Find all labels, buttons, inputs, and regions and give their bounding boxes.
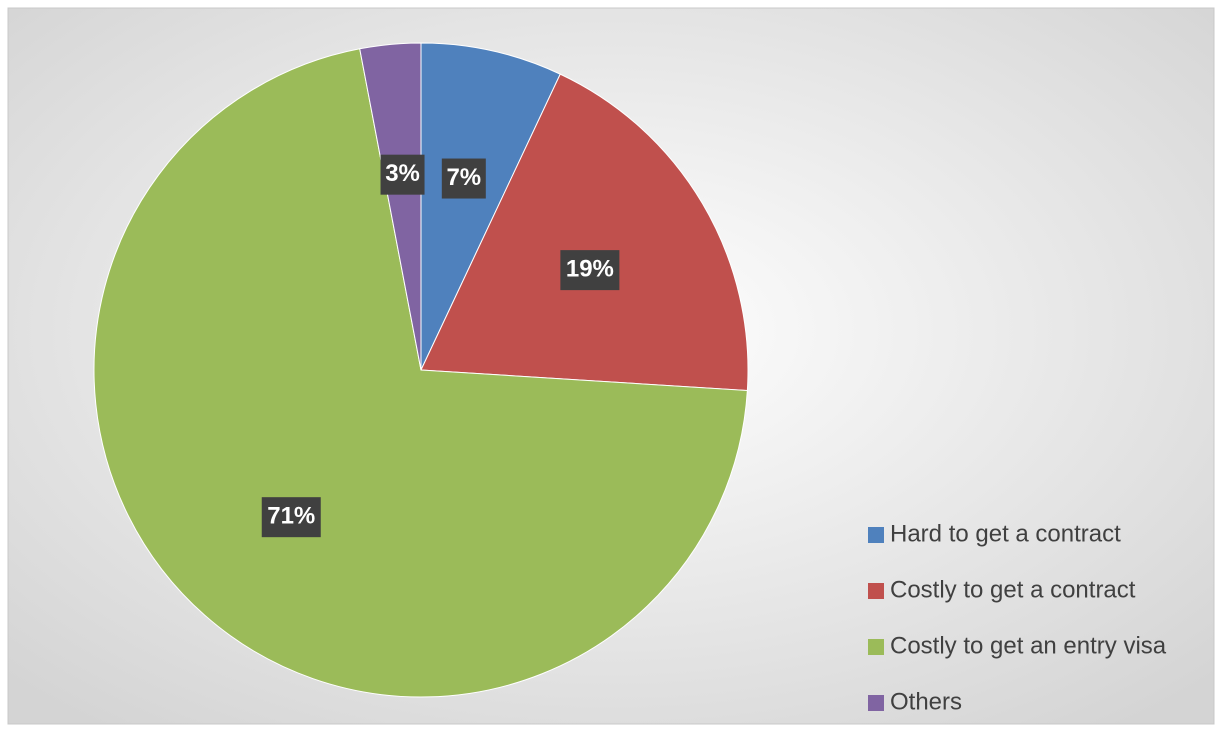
legend-swatch [868,527,884,543]
pie-slice [420,42,561,371]
legend-label: Costly to get a contract [890,576,1136,603]
pie-slice [359,42,422,371]
data-label: 19% [566,255,614,282]
data-label: 7% [446,164,481,191]
legend-swatch [868,639,884,655]
legend-swatch [868,583,884,599]
data-label-box [441,158,486,199]
legend-label: Costly to get an entry visa [890,632,1167,659]
data-label: 3% [385,160,420,187]
data-label-box [560,250,620,291]
legend-label: Hard to get a contract [890,520,1121,547]
legend-label: Others [890,688,962,715]
data-label-box [380,154,425,195]
data-label: 71% [267,503,315,530]
legend-swatch [868,695,884,711]
pie-slice [93,48,748,698]
pie-slice [420,73,749,392]
data-label-box [261,497,321,538]
